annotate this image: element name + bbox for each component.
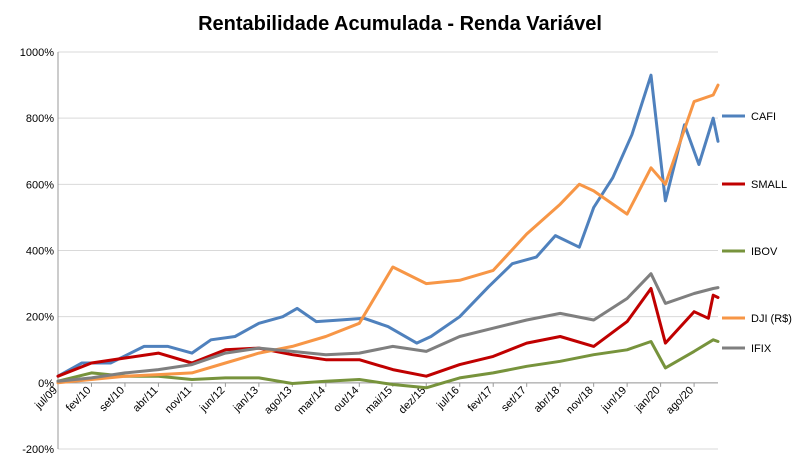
chart-title: Rentabilidade Acumulada - Renda Variável — [198, 13, 602, 35]
x-tick-label: jun/12 — [197, 384, 227, 414]
x-tick-label: jan/13 — [231, 384, 261, 414]
x-tick-label: set/17 — [499, 384, 529, 414]
series-line-small — [56, 287, 720, 378]
x-tick-label: jul/16 — [434, 384, 462, 412]
x-tick-label: jun/19 — [599, 384, 629, 414]
legend-item: SMALL — [722, 179, 787, 191]
x-axis-ticks: jul/09 fev/10 set/10 abr/11 nov/11 jun/12 jan/… — [32, 382, 696, 417]
y-axis-ticks: -200% 0% 200% 400% 600% 800% 1000% — [20, 47, 54, 456]
legend-label: SMALL — [751, 179, 787, 191]
x-tick-label: dez/15 — [397, 384, 429, 416]
legend-label: CAFI — [751, 111, 776, 123]
x-tick-label: out/14 — [331, 384, 361, 414]
x-tick-label: jul/09 — [32, 384, 60, 412]
legend-item: CAFI — [722, 111, 776, 123]
legend: CAFI SMALL IBOV DJI (R$) IFIX — [722, 111, 792, 355]
y-tick-label: 400% — [26, 246, 54, 258]
y-tick-label: 200% — [26, 312, 54, 324]
x-tick-label: mai/15 — [363, 384, 395, 416]
x-tick-label: ago/13 — [262, 384, 294, 416]
x-tick-label: jan/20 — [632, 384, 662, 414]
series-line-cafi — [56, 73, 720, 378]
legend-item: IFIX — [722, 343, 772, 355]
legend-label: IBOV — [751, 246, 778, 258]
legend-label: DJI (R$) — [751, 313, 792, 325]
legend-label: IFIX — [751, 343, 772, 355]
x-tick-label: fev/17 — [466, 384, 496, 414]
y-tick-label: -200% — [22, 444, 54, 456]
y-tick-label: 1000% — [20, 47, 54, 59]
series-line-ibov — [56, 338, 720, 390]
x-tick-label: set/10 — [97, 384, 127, 414]
x-tick-label: ago/20 — [664, 384, 696, 416]
y-tick-label: 800% — [26, 113, 54, 125]
x-tick-label: nov/18 — [564, 384, 596, 416]
y-tick-label: 600% — [26, 179, 54, 191]
legend-item: IBOV — [722, 246, 778, 258]
x-tick-label: abr/18 — [532, 384, 563, 415]
series-lines — [56, 73, 720, 390]
series-line-ifix — [56, 272, 720, 383]
series-line-dji-r — [56, 83, 720, 385]
y-tick-label: 0% — [38, 378, 54, 390]
x-tick-label: mar/14 — [295, 384, 328, 417]
x-tick-label: nov/11 — [163, 384, 194, 415]
x-tick-label: abr/11 — [131, 384, 161, 414]
legend-item: DJI (R$) — [722, 313, 792, 325]
x-tick-label: fev/10 — [64, 384, 94, 414]
